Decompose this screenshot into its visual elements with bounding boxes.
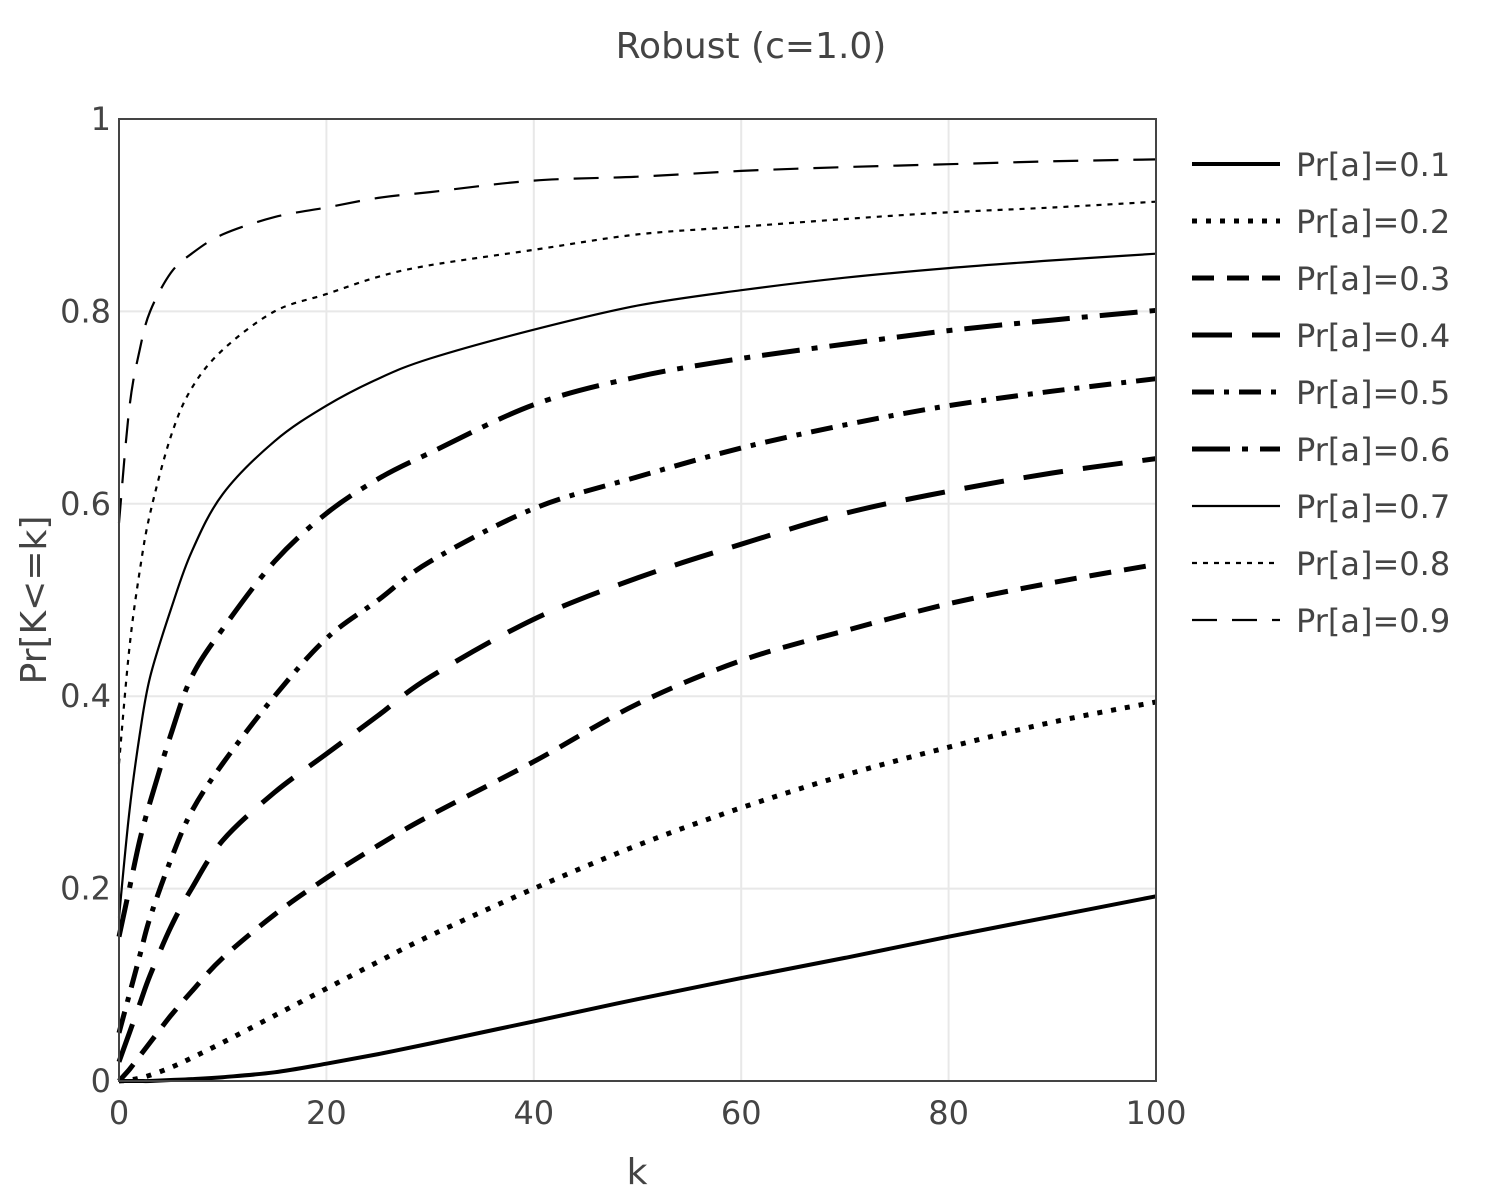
y-tick-label: 0.8 bbox=[60, 292, 111, 330]
series-line-7 bbox=[117, 252, 1157, 918]
x-tick-label: 20 bbox=[306, 1094, 347, 1132]
x-tick-label: 80 bbox=[928, 1094, 969, 1132]
legend-label-1: Pr[a]=0.1 bbox=[1296, 146, 1450, 184]
y-axis-label: Pr[K<=k] bbox=[14, 516, 55, 685]
x-tick-label: 100 bbox=[1125, 1094, 1186, 1132]
y-tick-labels: 0 0.2 0.4 0.6 0.8 1 bbox=[60, 100, 111, 1100]
legend: Pr[a]=0.1 Pr[a]=0.2 Pr[a]=0.3 Pr[a]=0.4 Pr[a… bbox=[1192, 146, 1450, 640]
series-line-5 bbox=[116, 376, 1157, 1034]
x-tick-labels: 0 20 40 60 80 100 bbox=[109, 1094, 1187, 1132]
series-line-8 bbox=[117, 200, 1157, 764]
plot-frame bbox=[118, 118, 1157, 1082]
legend-label-2: Pr[a]=0.2 bbox=[1296, 203, 1450, 241]
x-tick-label: 0 bbox=[109, 1094, 129, 1132]
legend-label-4: Pr[a]=0.4 bbox=[1296, 317, 1450, 355]
x-tick-label: 40 bbox=[513, 1094, 554, 1132]
legend-label-8: Pr[a]=0.8 bbox=[1296, 545, 1450, 583]
series-lines bbox=[116, 158, 1157, 1084]
y-tick-label: 0.6 bbox=[60, 485, 111, 523]
chart-title: Robust (c=1.0) bbox=[616, 26, 887, 67]
legend-label-7: Pr[a]=0.7 bbox=[1296, 488, 1450, 526]
series-line-9 bbox=[117, 158, 1157, 524]
y-tick-label: 0.4 bbox=[60, 677, 111, 715]
y-tick-label: 1 bbox=[91, 100, 111, 138]
series-line-6 bbox=[116, 307, 1157, 938]
legend-label-6: Pr[a]=0.6 bbox=[1296, 431, 1450, 469]
x-tick-label: 60 bbox=[721, 1094, 762, 1132]
legend-label-3: Pr[a]=0.3 bbox=[1296, 260, 1450, 298]
y-tick-label: 0.2 bbox=[60, 870, 111, 908]
legend-label-5: Pr[a]=0.5 bbox=[1296, 374, 1450, 412]
y-tick-label: 0 bbox=[91, 1062, 111, 1100]
series-line-3 bbox=[117, 561, 1157, 1083]
x-axis-label: k bbox=[627, 1152, 648, 1193]
legend-label-9: Pr[a]=0.9 bbox=[1296, 602, 1450, 640]
